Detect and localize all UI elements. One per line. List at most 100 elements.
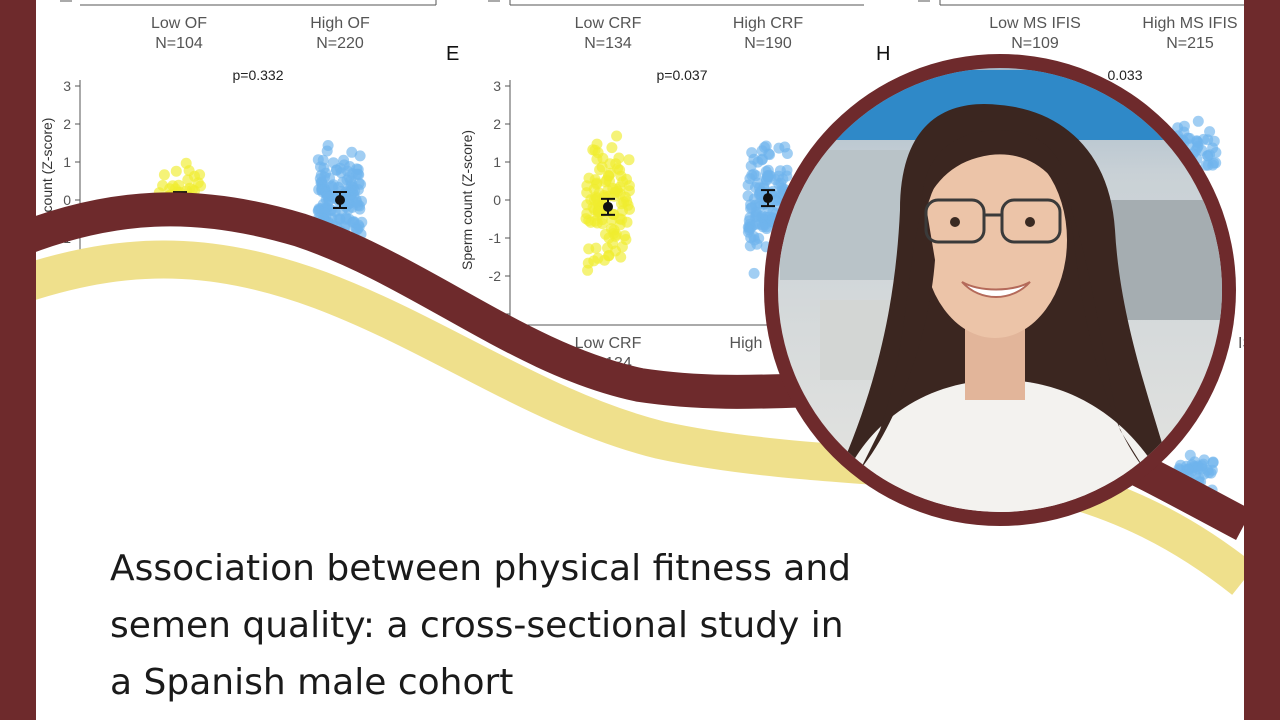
data-point xyxy=(352,199,364,211)
data-point xyxy=(752,177,763,189)
data-point xyxy=(346,146,358,158)
mean-point xyxy=(763,193,773,204)
panel-label: E xyxy=(446,43,459,65)
y-tick-label: 3 xyxy=(63,78,71,94)
data-point xyxy=(624,203,635,215)
y-tick-label: 2 xyxy=(63,116,71,132)
y-tick-label: 2 xyxy=(493,116,501,132)
data-point xyxy=(581,180,593,192)
poster-title: Association between physical fitness and… xyxy=(110,540,990,711)
data-point xyxy=(1182,132,1194,144)
y-axis-label: count (Z-score) xyxy=(39,118,55,213)
mean-marker xyxy=(601,189,775,216)
data-point xyxy=(596,218,608,230)
data-point xyxy=(327,157,339,169)
data-point xyxy=(752,156,764,168)
data-point xyxy=(1207,456,1219,468)
p-value-annotation: p=0.037 xyxy=(657,67,708,83)
portrait-photo xyxy=(764,54,1236,526)
data-point xyxy=(581,199,593,211)
data-point xyxy=(1192,137,1204,149)
y-tick-label: 1 xyxy=(63,154,71,170)
portrait-photo-icon xyxy=(778,68,1222,512)
data-point xyxy=(338,154,350,166)
tick-label: Low CRF xyxy=(575,15,642,32)
data-point xyxy=(348,216,360,228)
data-point xyxy=(1207,159,1219,171)
data-point xyxy=(611,130,623,142)
tick-label: N=220 xyxy=(316,35,364,52)
tick-label: Low MS IFIS xyxy=(989,15,1081,32)
data-point xyxy=(167,180,179,192)
data-point xyxy=(756,211,768,223)
tick-label: N=134 xyxy=(584,35,632,52)
data-point xyxy=(610,229,622,240)
y-tick-label: -2 xyxy=(489,268,502,284)
data-point xyxy=(606,214,618,226)
y-tick-label: 3 xyxy=(493,78,501,94)
data-point xyxy=(620,234,632,245)
tick-label: N=109 xyxy=(1011,35,1059,52)
data-point xyxy=(319,171,331,183)
data-point xyxy=(354,150,366,162)
data-point xyxy=(590,242,602,254)
mean-point xyxy=(603,201,613,212)
data-point xyxy=(316,184,328,196)
data-point xyxy=(1206,464,1218,476)
data-point xyxy=(748,267,760,279)
tick-label: High CRF xyxy=(733,15,803,32)
mean-point xyxy=(335,195,345,205)
data-point xyxy=(746,147,758,159)
data-point xyxy=(764,149,776,161)
tick-label: High xyxy=(730,335,763,352)
data-point xyxy=(616,198,627,210)
data-point xyxy=(604,175,615,187)
data-point xyxy=(582,264,594,276)
data-point xyxy=(1192,115,1204,127)
data-point xyxy=(743,224,755,236)
frame-right xyxy=(1244,0,1280,720)
data-point xyxy=(321,145,333,157)
tick-label: N=190 xyxy=(744,35,792,52)
tick-label: N=215 xyxy=(1166,35,1214,52)
data-point xyxy=(596,161,608,173)
title-line: Association between physical fitness and xyxy=(110,548,852,589)
data-point xyxy=(312,154,324,166)
data-point xyxy=(352,168,364,180)
data-point xyxy=(610,158,622,170)
data-point xyxy=(591,178,603,190)
data-point xyxy=(592,147,604,159)
p-value-annotation: 0.033 xyxy=(1107,67,1142,83)
y-tick-label: -1 xyxy=(489,230,502,246)
data-point xyxy=(170,165,182,177)
data-point xyxy=(1207,142,1219,154)
panel-label: H xyxy=(876,43,890,65)
white-lower-area xyxy=(0,243,1244,720)
frame-left xyxy=(0,0,36,720)
data-point xyxy=(1196,463,1208,475)
data-point xyxy=(1198,454,1210,466)
data-point xyxy=(194,169,206,181)
p-value-annotation: p=0.332 xyxy=(233,67,284,83)
data-point xyxy=(184,182,196,194)
data-point xyxy=(606,142,618,154)
tick-label: N=104 xyxy=(155,35,203,52)
data-point xyxy=(337,176,349,188)
data-point xyxy=(183,165,195,177)
data-point xyxy=(762,171,774,183)
data-point xyxy=(616,214,628,226)
data-point xyxy=(589,194,600,206)
data-point xyxy=(773,142,785,154)
y-axis-label: Sperm count (Z-score) xyxy=(459,130,475,270)
data-point xyxy=(343,185,355,197)
data-point xyxy=(615,170,627,182)
data-point xyxy=(599,254,610,266)
tick-label: Low CRF xyxy=(575,335,642,352)
data-point xyxy=(607,238,619,250)
data-point xyxy=(781,164,793,176)
data-point xyxy=(623,180,635,192)
top-chart-strip: Low OF N=104 High OF N=220 Low CRF N=134… xyxy=(60,0,1244,52)
tick-label: High MS IFIS xyxy=(1142,15,1237,32)
data-point xyxy=(1184,449,1196,461)
